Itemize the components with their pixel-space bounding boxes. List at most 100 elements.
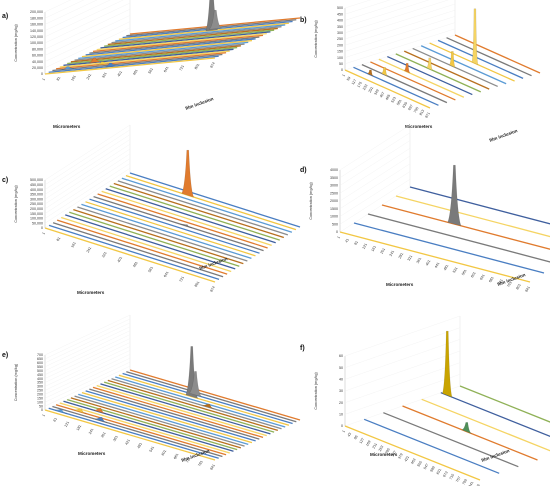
series-strip xyxy=(78,41,249,59)
series-peak xyxy=(54,409,67,414)
series-strip xyxy=(85,38,256,56)
series-strip xyxy=(437,39,524,79)
x-tick-label: 301 xyxy=(100,431,106,438)
series-strip xyxy=(104,29,275,47)
series-strip xyxy=(125,174,297,231)
y-tick-label: 150,000 xyxy=(30,212,43,216)
x-tick-label: 201 xyxy=(380,247,386,254)
gridline xyxy=(44,158,131,214)
series-strip xyxy=(92,34,264,53)
x-axis-title: Micrometers xyxy=(77,290,105,295)
series-strip xyxy=(85,390,256,442)
x-tick-label: 581 xyxy=(396,99,402,106)
y-tick-label: 1500 xyxy=(330,207,338,211)
z-axis-title: film inclusion xyxy=(181,448,211,463)
y-tick-label: 40 xyxy=(339,378,343,382)
gridline xyxy=(44,358,131,399)
x-tick-label: 161 xyxy=(70,75,76,82)
y-tick-label: 2500 xyxy=(330,191,338,195)
chart-panel: 0 500 1000 1500 2000 2500 3000 3500 4000 Concentr… xyxy=(300,124,550,293)
x-tick-label: 841 xyxy=(468,481,474,486)
x-tick-label: 721 xyxy=(178,276,184,283)
series-peak xyxy=(461,422,472,434)
gridline xyxy=(44,322,131,364)
x-tick-label: 601 xyxy=(161,449,167,456)
x-tick-label: 641 xyxy=(163,271,169,278)
gridline xyxy=(339,155,411,202)
y-tick-label: 50,000 xyxy=(32,221,43,225)
y-tick-label: 300 xyxy=(37,385,43,389)
series-strip xyxy=(118,374,290,426)
y-tick-label: 550 xyxy=(37,365,43,369)
series-strip xyxy=(89,198,260,254)
chart-panel: 050,000100,000150,000200,000250,000300,0… xyxy=(2,124,301,295)
series-strip xyxy=(59,402,230,454)
x-tick-label: 321 xyxy=(407,255,413,262)
y-tick-label: 50 xyxy=(339,366,343,370)
x-tick-label: 541 xyxy=(149,446,155,453)
series-strip xyxy=(63,400,234,452)
y-tick-label: 450,000 xyxy=(30,183,43,187)
series-peak xyxy=(93,407,106,414)
x-tick-label: 601 xyxy=(470,271,476,278)
z-axis-title: film inclusion xyxy=(489,128,519,143)
x-tick-label: 505 xyxy=(417,460,423,467)
y-tick-label: 500,000 xyxy=(30,178,43,182)
x-tick-label: 813 xyxy=(419,109,425,116)
x-tick-label: 673 xyxy=(442,471,448,478)
series-strip xyxy=(52,405,223,458)
series-strip xyxy=(402,405,538,461)
x-axis-title: Micrometers xyxy=(78,451,106,456)
gridline xyxy=(344,28,456,64)
y-tick-label: 250 xyxy=(37,389,43,393)
series-strip xyxy=(378,58,465,98)
y-tick-label: 150 xyxy=(37,396,43,400)
series-peak xyxy=(367,69,374,77)
gridline xyxy=(44,330,131,371)
series-peak xyxy=(208,10,222,30)
gridline xyxy=(339,179,411,225)
gridline xyxy=(44,342,131,383)
series-peak xyxy=(189,371,202,397)
y-tick-label: 300 xyxy=(337,31,343,35)
x-axis-title: Micrometers xyxy=(53,124,81,129)
series-strip xyxy=(344,69,431,109)
chart-panel: 0 50 100 150 200 250 300 350 400 450 500 Concentrat… xyxy=(300,0,541,143)
y-axis-title: Concentration (mg/kg) xyxy=(314,19,318,57)
series-strip xyxy=(52,222,224,278)
y-tick-label: 3500 xyxy=(330,176,338,180)
gridline xyxy=(44,144,131,200)
y-tick-label: 500 xyxy=(37,369,43,373)
series-strip xyxy=(387,55,473,96)
y-tick-label: 250 xyxy=(337,37,343,41)
x-tick-label: 801 xyxy=(194,281,200,288)
series-strip xyxy=(383,412,519,468)
gridline xyxy=(344,34,456,71)
gridline xyxy=(44,172,131,229)
x-tick-label: 1 xyxy=(341,74,345,78)
series-strip xyxy=(126,371,297,423)
gridline xyxy=(44,0,85,19)
gridline xyxy=(344,0,449,33)
gridline xyxy=(344,374,461,415)
x-tick-label: 241 xyxy=(88,428,94,435)
series-strip xyxy=(48,407,219,459)
y-tick-label: 0 xyxy=(41,226,43,230)
panel-label: c) xyxy=(2,177,8,184)
series-strip xyxy=(66,398,238,451)
y-tick-label: 300,000 xyxy=(30,197,43,201)
series-peak xyxy=(181,149,195,198)
z-axis-title: film inclusion xyxy=(481,448,511,463)
gridline xyxy=(44,163,131,219)
y-tick-label: 4000 xyxy=(330,168,338,172)
x-tick-label: 407 xyxy=(379,91,385,98)
series-strip xyxy=(117,180,289,236)
x-tick-label: 121 xyxy=(362,243,368,250)
series-strip xyxy=(93,195,264,252)
series-strip xyxy=(353,66,439,106)
x-tick-label: 321 xyxy=(101,72,107,79)
y-tick-label: 80,000 xyxy=(32,47,43,51)
chart-panel: 0501001502002503003504004505005506006507… xyxy=(2,314,301,471)
